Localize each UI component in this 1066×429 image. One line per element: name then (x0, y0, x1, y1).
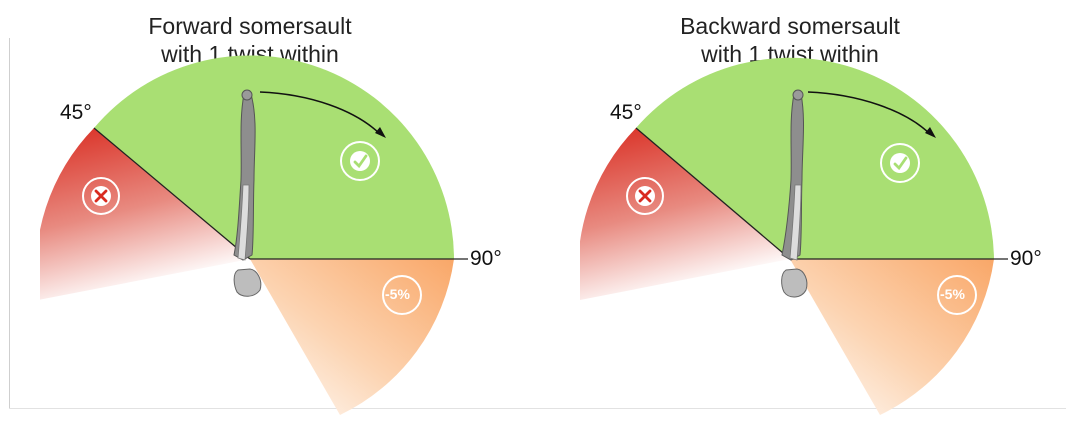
checkmark-icon (340, 141, 380, 181)
line-45 (635, 127, 791, 260)
panel-title: Backward somersault with 1 twist within (580, 12, 1000, 68)
deduction-zone (250, 259, 454, 415)
angle-zones (580, 57, 1008, 415)
panel-backward: Backward somersault with 1 twist within (580, 0, 1066, 429)
angle-45-label: 45° (60, 101, 92, 124)
panel-title-line1: Backward somersault (680, 13, 900, 39)
panel-title-line1: Forward somersault (148, 13, 352, 39)
rotation-arrow (807, 91, 931, 135)
angle-90-label: 90° (470, 247, 502, 270)
cross-icon (626, 177, 664, 215)
gymnast-figure (781, 89, 808, 298)
angle-90-label: 90° (1010, 247, 1042, 270)
rotation-arrow (259, 91, 381, 135)
accepted-zone (94, 55, 454, 260)
arrow-head-icon (925, 127, 936, 138)
panel-forward: Forward somersault with 1 twist within (40, 0, 573, 429)
frame-bottom-border (9, 408, 1066, 409)
gymnast-figure (233, 89, 262, 297)
deduction-label: -5% (385, 286, 410, 302)
angle-45-label: 45° (610, 101, 642, 124)
rejected-zone (40, 128, 250, 300)
frame-left-border (9, 38, 10, 409)
accepted-zone (636, 57, 994, 259)
deduction-zone (790, 259, 994, 415)
line-45 (93, 127, 251, 260)
deduction-badge (937, 275, 977, 315)
deduction-label: -5% (940, 286, 965, 302)
checkmark-icon (880, 143, 920, 183)
rejected-zone (580, 128, 790, 300)
arrow-head-icon (375, 127, 386, 138)
angle-zones (40, 55, 468, 415)
cross-icon (82, 177, 120, 215)
deduction-badge (382, 275, 422, 315)
